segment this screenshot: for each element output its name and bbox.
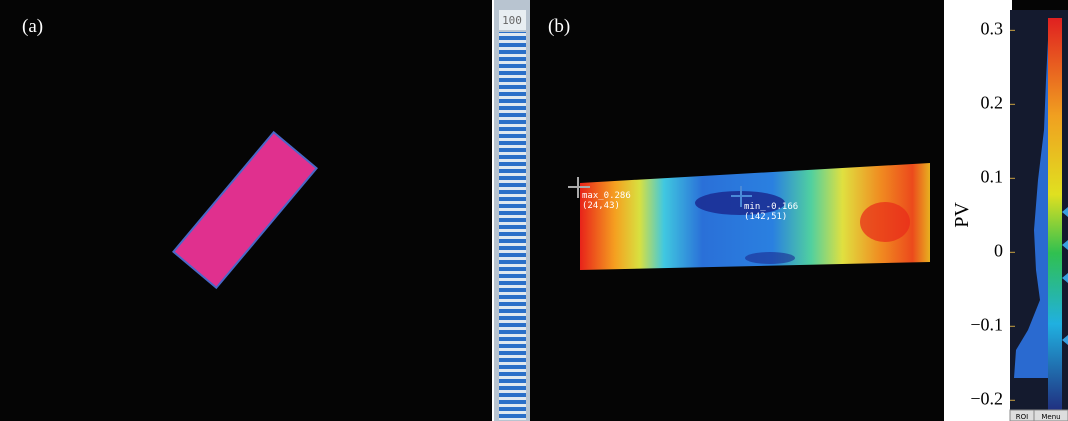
min-coords: (142,51) [744, 212, 787, 222]
y-tick-label: −0.1 [970, 314, 1003, 334]
panel-label: (a) [22, 16, 43, 37]
panel-label: (b) [548, 16, 570, 37]
button-label[interactable]: ROI [1016, 413, 1028, 421]
level-bars [499, 32, 526, 420]
colorbar [1048, 18, 1062, 410]
axis-label: PV [951, 202, 973, 228]
max-label: max_0.286 [582, 191, 631, 201]
figure: (a) 100 (b) max_0.286 (24,43) min_-0.166… [0, 0, 1068, 421]
button-label[interactable]: Menu [1041, 413, 1060, 421]
strip-label: 100 [502, 14, 522, 27]
y-tick-label: −0.2 [970, 388, 1003, 408]
min-label: min_-0.166 [744, 202, 798, 212]
y-tick-label: 0.2 [981, 92, 1004, 112]
max-coords: (24,43) [582, 201, 620, 211]
y-tick-label: 0.3 [981, 18, 1004, 38]
y-tick-label: 0 [994, 240, 1003, 260]
y-tick-label: 0.1 [981, 166, 1004, 186]
